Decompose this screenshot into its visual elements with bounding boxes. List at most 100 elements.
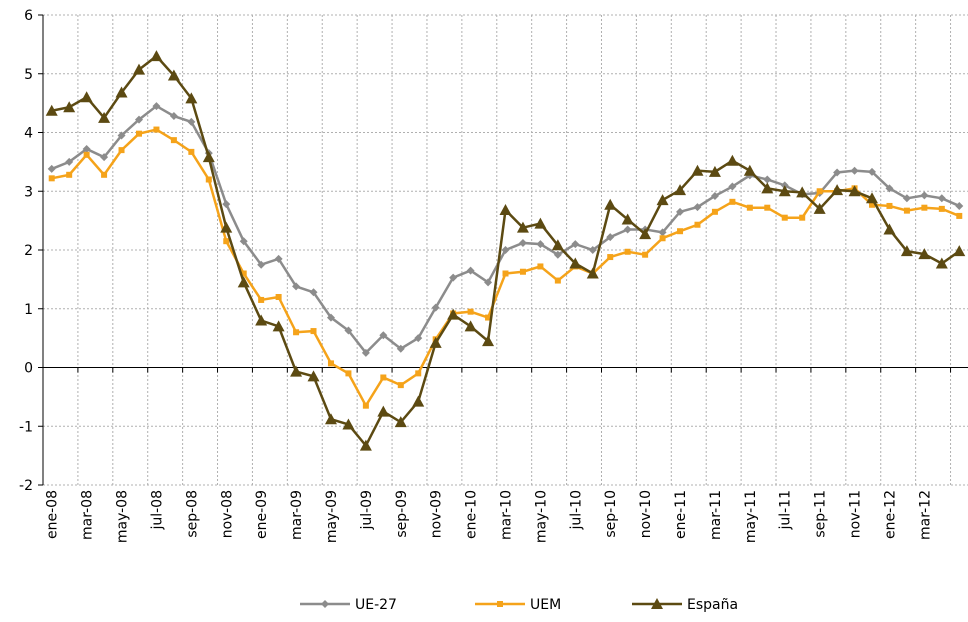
marker: [396, 344, 405, 353]
marker: [902, 194, 911, 203]
marker: [778, 185, 791, 197]
marker: [553, 250, 562, 259]
marker: [499, 204, 512, 216]
marker: [380, 374, 387, 381]
marker: [431, 303, 440, 312]
marker: [307, 370, 320, 382]
marker: [223, 238, 230, 245]
marker: [293, 329, 300, 336]
marker: [621, 213, 634, 225]
marker: [708, 165, 721, 177]
marker: [694, 221, 701, 228]
x-tick-label: jul-09: [359, 490, 375, 531]
marker: [255, 314, 268, 326]
marker: [220, 221, 233, 233]
marker: [429, 336, 442, 348]
marker: [728, 182, 737, 191]
marker: [83, 151, 90, 158]
marker: [866, 192, 879, 204]
marker: [449, 273, 458, 282]
marker: [813, 202, 826, 214]
marker: [781, 214, 788, 221]
marker: [796, 186, 809, 198]
marker: [763, 175, 772, 184]
marker: [324, 413, 337, 425]
marker: [310, 328, 317, 335]
marker: [604, 198, 617, 210]
marker: [624, 248, 631, 255]
legend-marker: [497, 601, 503, 607]
marker: [132, 63, 145, 75]
marker: [359, 439, 372, 451]
legend-label: UE-27: [355, 597, 397, 613]
marker: [82, 144, 91, 153]
marker: [187, 117, 196, 126]
marker: [185, 92, 198, 104]
marker: [900, 245, 913, 257]
marker: [153, 126, 160, 133]
marker: [677, 228, 684, 235]
x-tick-label: may-10: [533, 490, 549, 543]
legend-marker: [321, 600, 329, 608]
x-tick-label: sep-11: [813, 490, 829, 538]
marker: [710, 191, 719, 200]
marker: [258, 296, 265, 303]
marker: [47, 164, 56, 173]
marker: [202, 151, 215, 163]
marker: [415, 370, 422, 377]
x-tick-label: mar-09: [289, 490, 305, 540]
legend-marker: [651, 598, 663, 609]
y-tick-label: 0: [24, 361, 33, 377]
marker: [237, 276, 250, 288]
y-tick-label: -2: [19, 478, 33, 494]
x-tick-label: may-09: [324, 490, 340, 543]
marker: [656, 194, 669, 206]
marker: [536, 240, 545, 249]
marker: [115, 86, 128, 98]
marker: [869, 201, 876, 208]
marker: [170, 137, 177, 144]
marker: [920, 191, 929, 200]
marker: [394, 416, 407, 428]
marker: [953, 245, 966, 257]
x-tick-label: mar-10: [499, 490, 515, 540]
x-tick-label: nov-11: [848, 490, 864, 538]
series-line: [51, 104, 960, 355]
marker: [98, 111, 111, 123]
marker: [152, 102, 161, 111]
marker: [80, 91, 93, 103]
marker: [257, 260, 266, 269]
marker: [309, 288, 318, 297]
y-tick-label: 1: [24, 302, 33, 318]
x-tick-label: mar-11: [708, 490, 724, 540]
marker: [586, 267, 599, 279]
x-tick-label: sep-08: [184, 490, 200, 538]
marker: [379, 331, 388, 340]
marker: [362, 402, 369, 409]
legend-item: UE-27: [300, 597, 397, 613]
marker: [135, 130, 142, 137]
legend-label: España: [687, 597, 738, 613]
x-tick-label: jul-11: [778, 490, 794, 531]
marker: [764, 204, 771, 211]
marker: [883, 223, 896, 235]
marker: [607, 254, 614, 261]
marker: [274, 254, 283, 263]
marker: [327, 360, 334, 367]
marker: [101, 171, 108, 178]
marker: [377, 405, 390, 417]
x-tick-label: may-11: [743, 490, 759, 543]
marker: [482, 335, 495, 347]
marker: [606, 233, 615, 242]
marker: [345, 370, 352, 377]
y-tick-label: 6: [24, 8, 33, 24]
marker: [414, 334, 423, 343]
marker: [464, 320, 477, 332]
marker: [292, 282, 301, 291]
marker: [831, 184, 844, 196]
marker: [711, 208, 718, 215]
marker: [918, 248, 931, 260]
marker: [272, 320, 285, 332]
marker: [850, 166, 859, 175]
